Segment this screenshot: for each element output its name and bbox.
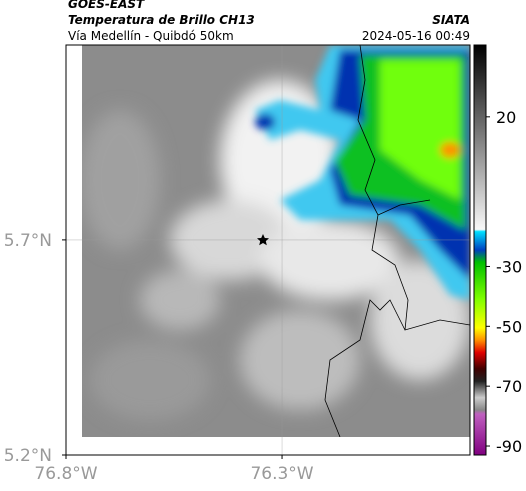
route: Vía Medellín - Quibdó 50km (68, 29, 234, 43)
x-tick-label: 76.3°W (250, 464, 313, 484)
colorbar-axis: 20 -30 -50 -70 -90 (486, 108, 522, 456)
map-frame (65, 44, 471, 456)
subtitle: Temperatura de Brillo CH13 (68, 13, 255, 27)
y-tick-label: 5.7°N (4, 231, 52, 251)
colorbar-tick-label: -50 (496, 317, 522, 336)
colorbar-tick-label: -70 (496, 377, 522, 396)
title: GOES-EAST (68, 0, 145, 11)
x-tick-label: 76.8°W (34, 464, 97, 484)
satellite-image (82, 45, 470, 437)
colorbar (473, 44, 487, 456)
source: SIATA (432, 13, 470, 27)
colorbar-tick-label: -30 (496, 257, 522, 276)
timestamp: 2024-05-16 00:49 (362, 29, 470, 43)
location-marker (257, 234, 269, 246)
colorbar-tick-label: -90 (496, 437, 522, 456)
y-tick-label: 5.2°N (4, 446, 52, 466)
colorbar-tick-label: 20 (496, 108, 516, 127)
